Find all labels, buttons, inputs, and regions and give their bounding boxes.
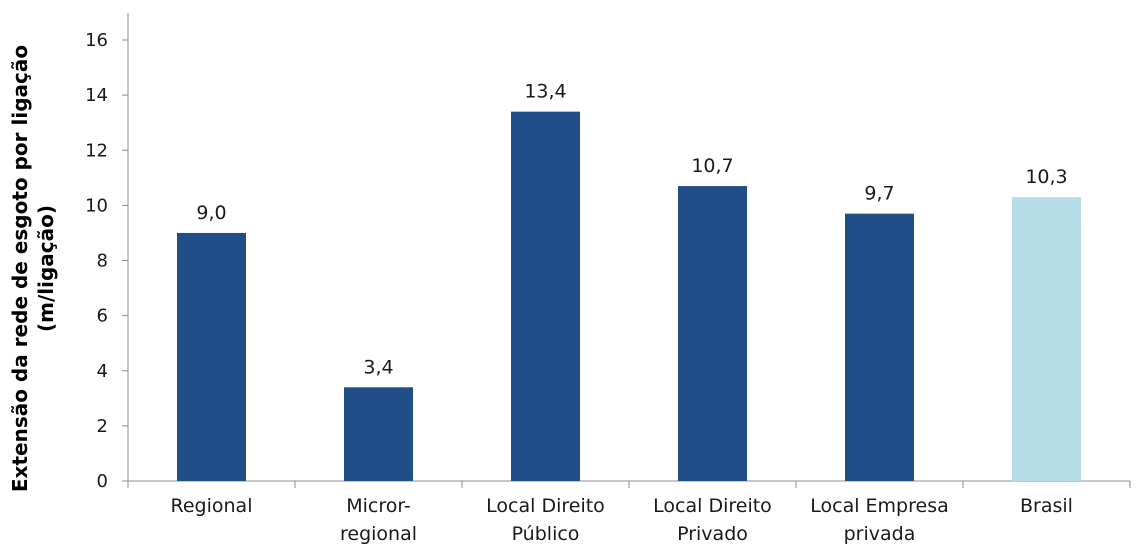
x-category-label: Local Direito Privado <box>653 495 772 545</box>
x-category-label: Local Direito Público <box>486 495 605 545</box>
bar <box>845 213 914 482</box>
y-tick-label: 16 <box>85 30 108 51</box>
y-tick-label: 8 <box>97 251 108 272</box>
y-axis-title-line: Extensão da rede de esgoto por ligação <box>8 45 32 492</box>
y-tick-label: 4 <box>97 361 108 382</box>
x-category-label: Micror-regional <box>340 495 417 545</box>
bar-value-label: 9,0 <box>196 202 226 224</box>
y-tick-label: 6 <box>97 306 108 327</box>
y-axis-title: Extensão da rede de esgoto por ligação (m… <box>8 45 58 492</box>
y-tick-label: 10 <box>85 195 108 216</box>
bar <box>177 232 246 481</box>
x-category-label: Brasil <box>1020 495 1073 517</box>
bar <box>678 186 747 482</box>
x-category-label: Regional <box>171 495 253 517</box>
bar <box>511 111 580 481</box>
bar-value-label: 13,4 <box>524 81 566 103</box>
y-axis-title-line: (m/ligação) <box>34 205 58 332</box>
bar-value-label: 3,4 <box>363 356 393 378</box>
bar-value-label: 9,7 <box>864 183 894 205</box>
y-tick-label: 12 <box>85 140 108 161</box>
bar <box>1012 197 1081 481</box>
data-labels: 9,0 3,4 13,4 10,7 9,7 10,3 <box>196 81 1067 379</box>
y-tick-label: 0 <box>97 471 108 492</box>
bar-value-label: 10,3 <box>1025 166 1067 188</box>
y-tick-label: 14 <box>85 85 108 106</box>
bar <box>344 387 413 481</box>
x-category-label: Local Empresa privada <box>810 495 948 545</box>
y-tick-label: 2 <box>97 416 108 437</box>
bars <box>177 111 1081 482</box>
bar-value-label: 10,7 <box>691 155 733 177</box>
x-axis: Regional Micror-regional Local Direito Públ… <box>127 480 1131 545</box>
y-axis: 0 2 4 6 8 10 12 14 16 <box>85 13 129 492</box>
